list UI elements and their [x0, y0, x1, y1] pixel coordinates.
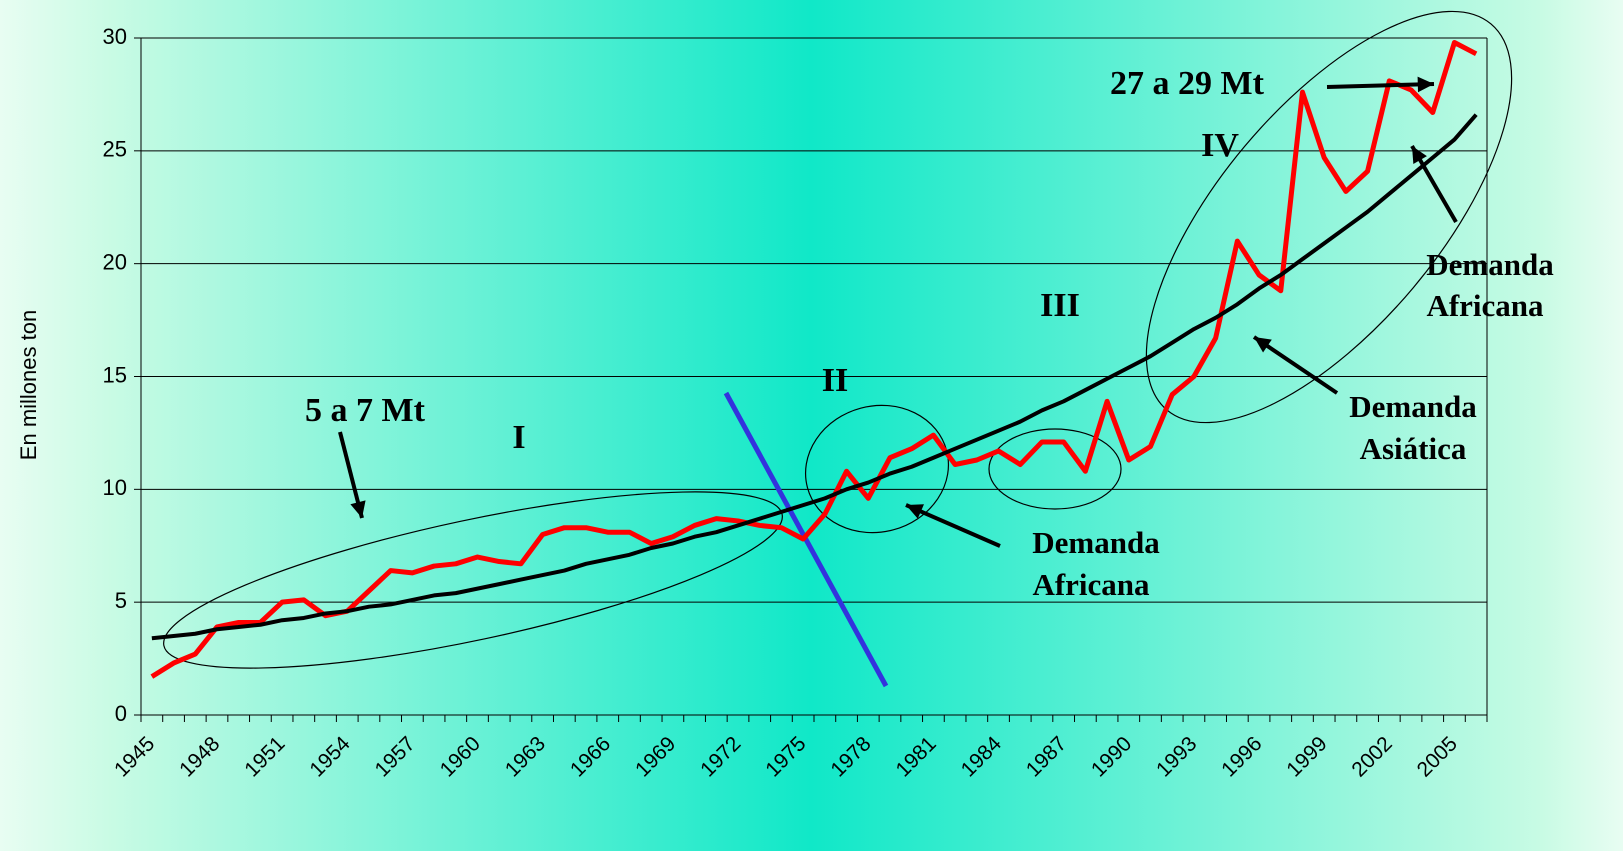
y-tick-label: 25 — [103, 137, 127, 162]
arrow-head — [350, 500, 366, 518]
arrow-head — [1412, 146, 1427, 164]
annotation: Asiática — [1360, 431, 1467, 466]
annotation: 27 a 29 Mt — [1110, 65, 1265, 102]
annotation: Africana — [1426, 288, 1544, 323]
arrow — [905, 503, 1001, 548]
arrow-head — [1254, 337, 1272, 353]
arrow-head — [906, 504, 924, 519]
arrow — [1252, 335, 1339, 395]
annotation: II — [822, 362, 848, 399]
annotation: IV — [1201, 127, 1239, 164]
trend-line — [151, 113, 1478, 641]
y-tick-label: 20 — [103, 249, 127, 274]
arrow-head — [1417, 76, 1434, 93]
y-axis-label: En millones ton — [16, 310, 41, 460]
region-ellipse — [163, 491, 783, 669]
annotation: Demanda — [1349, 389, 1477, 424]
annotation: 5 a 7 Mt — [305, 392, 426, 429]
y-tick-label: 5 — [115, 588, 127, 613]
y-tick-label: 0 — [115, 701, 127, 726]
annotation: III — [1040, 287, 1080, 324]
annotation: I — [512, 419, 525, 456]
y-tick-label: 15 — [103, 362, 127, 387]
y-tick-label: 10 — [103, 475, 127, 500]
arrow — [1326, 82, 1435, 89]
data-line — [150, 40, 1478, 679]
y-tick-label: 30 — [103, 24, 127, 49]
annotation: Demanda — [1426, 247, 1554, 282]
annotation: Demanda — [1032, 525, 1160, 560]
region-ellipse — [988, 428, 1122, 510]
annotation: Africana — [1032, 567, 1150, 602]
